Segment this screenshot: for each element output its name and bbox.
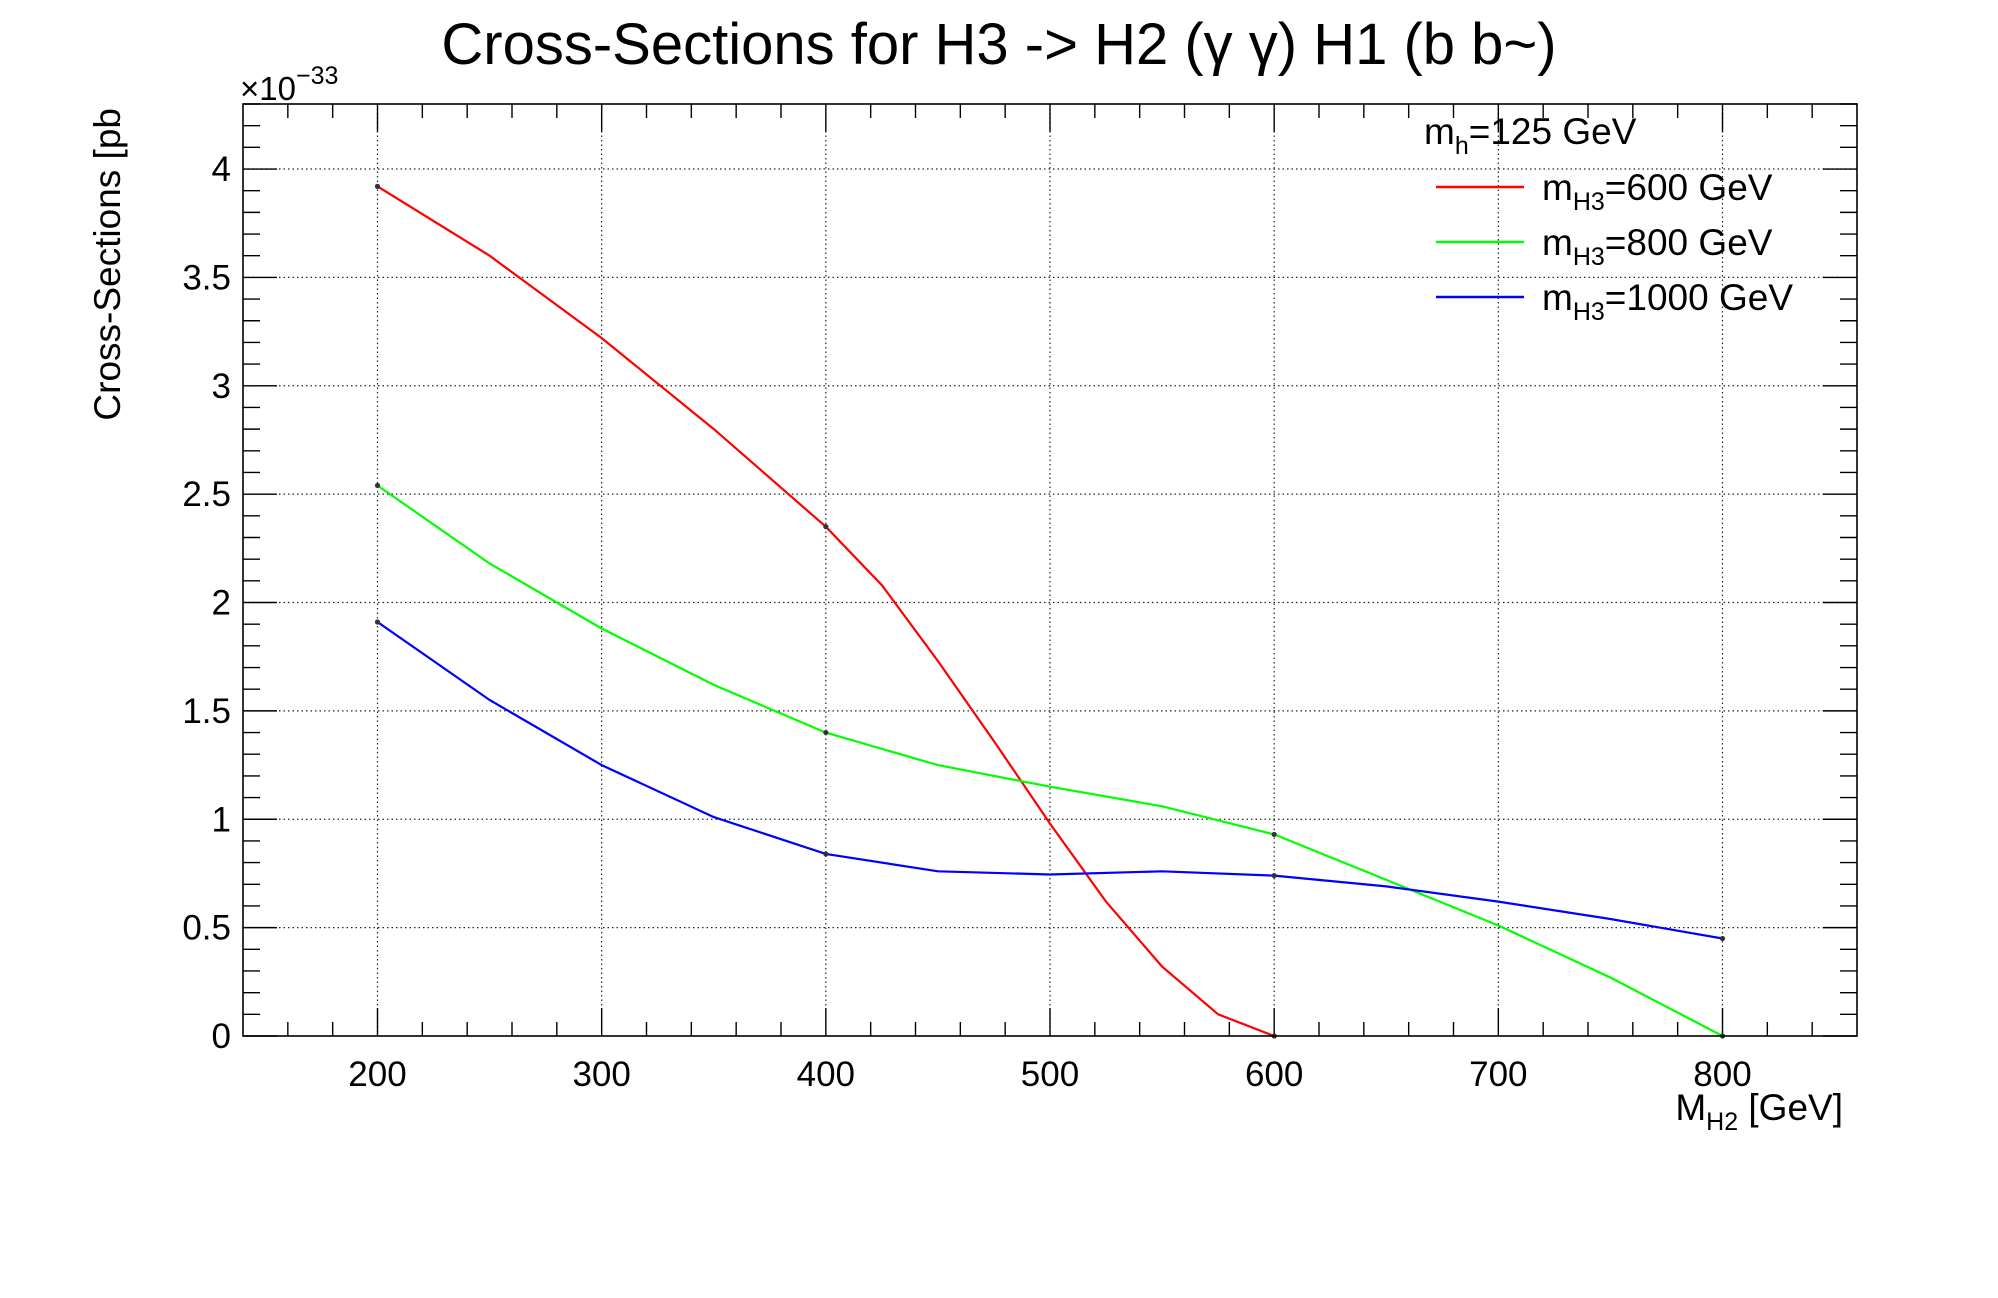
y-tick-labels: 0 0.5 1 1.5 2 2.5 3 3.5 4 (182, 150, 231, 1056)
x-tick-labels: 200 300 400 500 600 700 800 (348, 1055, 1751, 1094)
y-tick-label: 3 (212, 367, 231, 406)
legend-entry-main: m (1542, 277, 1573, 318)
legend-header-main: m (1424, 111, 1455, 152)
chart-title: Cross-Sections for H3 -> H2 (γ γ) H1 (b … (441, 12, 1556, 77)
y-tick-label: 0.5 (182, 909, 231, 948)
x-tick-label: 300 (572, 1055, 630, 1094)
x-tick-label: 200 (348, 1055, 406, 1094)
legend-header-sub: h (1455, 132, 1469, 160)
y-tick-label: 0 (212, 1017, 231, 1056)
legend-entry-main: m (1542, 222, 1573, 263)
legend-entry: mH3=600 GeV (1542, 167, 1773, 216)
axis-ticks (243, 103, 1857, 1037)
grid-lines (243, 104, 1857, 1036)
legend-entry-suffix: =600 GeV (1605, 167, 1773, 208)
y-exponent-base: ×10 (240, 70, 296, 107)
data-point (823, 851, 829, 857)
data-point-markers (374, 183, 1726, 1039)
legend-entry-suffix: =800 GeV (1605, 222, 1773, 263)
data-point (1271, 873, 1277, 879)
legend-entry-sub: H3 (1573, 298, 1605, 326)
x-tick-label: 400 (797, 1055, 855, 1094)
series-line-1000 (376, 621, 1723, 940)
data-point (1271, 831, 1277, 838)
plot-frame (242, 103, 1858, 1037)
data-point (823, 524, 829, 530)
x-tick-label: 700 (1469, 1055, 1527, 1094)
legend-entry-sub: H3 (1573, 188, 1605, 216)
legend-entry: mH3=800 GeV (1542, 222, 1773, 271)
data-point (374, 482, 381, 489)
y-tick-label: 1.5 (182, 692, 231, 731)
data-point (374, 183, 381, 189)
legend-header-suffix: =125 GeV (1469, 111, 1637, 152)
legend-entry-sub: H3 (1573, 243, 1605, 271)
y-tick-label: 4 (212, 150, 231, 189)
x-axis-label-main: M (1675, 1087, 1706, 1128)
series-line-800 (376, 484, 1724, 1037)
y-axis-label: Cross-Sections [pb (87, 108, 128, 421)
data-point (1719, 935, 1726, 942)
legend-entry-suffix: =1000 GeV (1605, 277, 1794, 318)
legend-header: mh=125 GeV (1424, 111, 1637, 160)
series-lines (376, 185, 1724, 1038)
x-tick-label: 600 (1245, 1055, 1303, 1094)
y-exponent-label: ×10−33 (240, 62, 338, 107)
x-tick-label: 500 (1021, 1055, 1079, 1094)
legend-entry: mH3=1000 GeV (1542, 277, 1793, 326)
x-tick-label: 800 (1693, 1055, 1751, 1094)
x-axis-label: MH2 [GeV] (1675, 1087, 1843, 1136)
legend-entry-main: m (1542, 167, 1573, 208)
series-line-600 (376, 185, 1275, 1038)
y-tick-label: 3.5 (182, 258, 231, 297)
data-point (374, 619, 381, 625)
y-tick-label: 1 (212, 800, 231, 839)
x-axis-label-sub: H2 (1706, 1108, 1738, 1136)
data-point (823, 729, 829, 736)
y-tick-label: 2.5 (182, 475, 231, 514)
y-tick-label: 2 (212, 584, 231, 623)
y-exponent-power: −33 (296, 62, 338, 90)
x-axis-label-suffix: [GeV] (1738, 1087, 1843, 1128)
